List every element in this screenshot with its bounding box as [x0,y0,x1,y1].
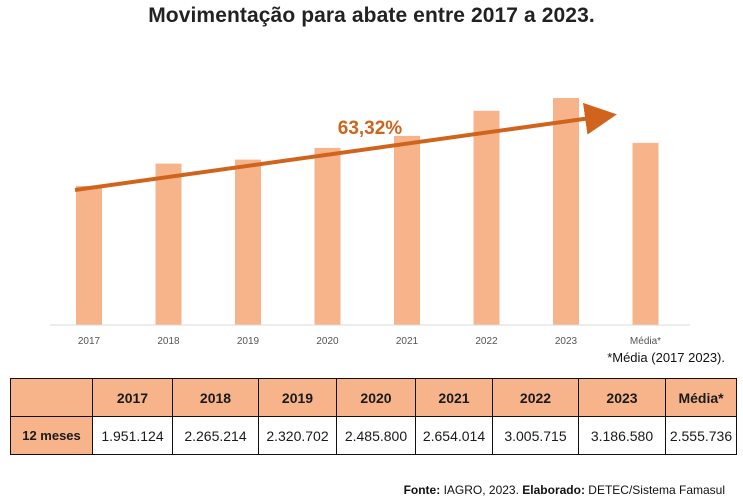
table-corner-cell [10,378,93,417]
x-tick-label: Média* [630,336,661,347]
elaborated-label: Elaborado: [522,483,585,497]
table-header-cell: 2019 [258,378,337,417]
table-header-row: 2017 2018 2019 2020 2021 2022 2023 Média… [10,378,737,417]
x-tick-label: 2018 [157,336,180,347]
bar-2021 [394,135,420,325]
trend-arrow [74,102,617,192]
x-tick-labels: 2017 2018 2019 2020 2021 2022 2023 Média* [78,336,661,347]
bars-layer [76,98,659,325]
table-cell: 1.951.124 [92,416,173,455]
table-header-cell: 2022 [492,378,579,417]
source-label: Fonte: [403,483,441,497]
trend-annotation: 63,32% [338,118,403,139]
source-line: Fonte: IAGRO, 2023. Elaborado: DETEC/Sis… [404,483,725,497]
table-cell: 2.485.800 [336,416,416,455]
table-header-cell: Média* [665,378,737,417]
source-value: IAGRO, 2023. [443,483,519,497]
table-cell: 2.265.214 [172,416,259,455]
x-tick-label: 2017 [78,336,101,347]
table-cell: 3.005.715 [492,416,579,455]
table-row-label: 12 meses [10,416,93,455]
bar-Média* [632,142,659,325]
bar-2019 [235,159,261,325]
chart-title: Movimentação para abate entre 2017 a 202… [148,4,595,27]
table-cell: 2.654.014 [415,416,493,455]
table-cell: 2.555.736 [665,416,737,455]
x-tick-label: 2019 [237,336,260,347]
data-table: 2017 2018 2019 2020 2021 2022 2023 Média… [10,378,737,455]
table-header-cell: 2021 [415,378,493,417]
bar-2017 [76,186,102,325]
bar-2022 [473,110,500,325]
elaborated-value: DETEC/Sistema Famasul [588,483,725,497]
bar-2023 [553,98,579,325]
x-tick-label: 2020 [316,336,339,347]
table-cell: 3.186.580 [578,416,666,455]
bar-chart: 2017 2018 2019 2020 2021 2022 2023 Média* 63,32… [50,98,690,347]
table-header-cell: 2020 [336,378,416,417]
bar-2020 [314,147,341,325]
x-tick-label: 2023 [555,336,578,347]
table-header-cell: 2017 [92,378,173,417]
table-cell: 2.320.702 [258,416,337,455]
x-tick-label: 2021 [396,336,419,347]
table-row: 12 meses 1.951.124 2.265.214 2.320.702 2… [10,416,737,455]
table-header-cell: 2018 [172,378,259,417]
average-note: *Média (2017 2023). [607,350,725,365]
bar-2018 [155,163,182,325]
x-tick-label: 2022 [475,336,498,347]
table-header-cell: 2023 [578,378,666,417]
